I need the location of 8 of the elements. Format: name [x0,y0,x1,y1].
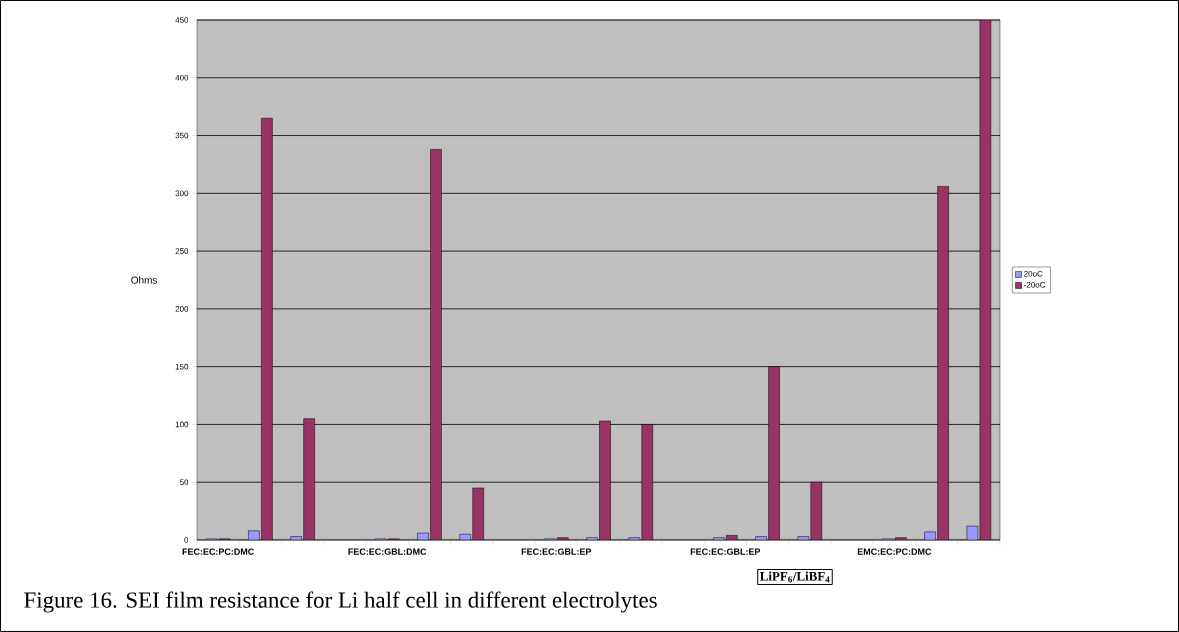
x-tick-label: FEC:EC:GBL:EP [521,548,592,555]
y-axis-title: Ohms [131,276,157,284]
x-tick-label: FEC:EC:PC:DMC [182,548,255,555]
text: LiPF$_{6}$/LiBF$_{4}$ [759,571,830,583]
caption: Figure 16. SEI film resistance for Li half cell in different electrolytes [24,591,657,613]
x-tick-label: EMC:EC:PC:DMC [857,548,932,555]
x-tick-label: FEC:EC:GBL:DMC [348,548,427,555]
x-tick-label: FEC:EC:GBL:EP [690,548,761,555]
